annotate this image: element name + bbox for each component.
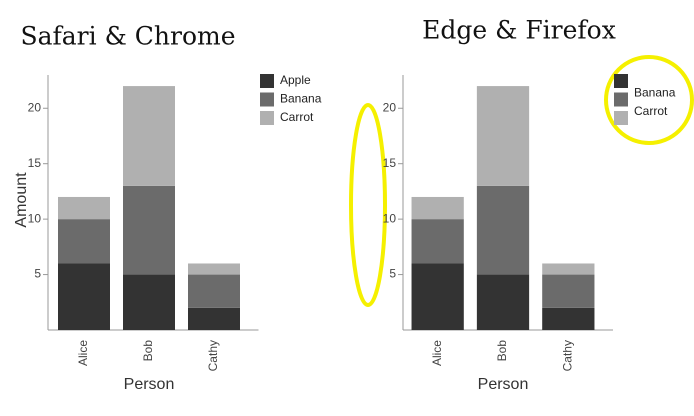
bar-segment [58,196,110,220]
legend-label: Apple [280,73,311,87]
y-tick-label: 15 [28,156,42,170]
x-tick-label: Bob [495,340,509,362]
bar-segment [58,219,110,264]
x-tick-label: Cathy [206,340,220,371]
legend-swatch [614,92,628,107]
legend-swatch [614,111,628,125]
bar-segment [188,274,240,308]
y-tick-label: 10 [28,211,42,225]
x-tick-label: Alice [76,340,90,366]
bar-segment [476,185,530,275]
y-tick-label: 15 [383,156,397,170]
bar-segment [58,263,110,330]
x-tick-label: Alice [430,340,444,366]
bar-segment [188,263,240,275]
chart-title: Edge & Firefox [422,16,616,45]
chart-title: Safari & Chrome [20,22,235,51]
y-tick-label: 20 [383,100,397,114]
legend-label: Carrot [634,104,668,118]
bar-segment [188,307,240,330]
y-tick-label: 20 [28,100,42,114]
bar-segment [542,274,595,308]
x-tick-label: Cathy [561,340,575,371]
x-axis-label: Person [124,376,175,393]
bar-segment [123,274,175,330]
x-axis-label: Person [478,376,529,393]
highlight-circle [604,55,694,145]
y-tick-label: 5 [389,267,396,281]
legend-label: Carrot [280,110,314,124]
bar-segment [476,274,530,330]
bar-segment [542,307,595,330]
bar-segment [542,263,595,275]
bar-segment [411,196,464,220]
legend-label: Banana [280,92,322,106]
highlight-ellipse [349,103,387,307]
bar-segment [123,185,175,275]
y-tick-label: 10 [383,211,397,225]
bar-segment [123,86,175,186]
bar-segment [411,219,464,264]
legend-swatch [260,74,274,88]
bar-segment [411,263,464,330]
bar-segment [476,86,530,186]
legend-swatch [260,92,274,107]
legend-swatch [614,74,628,88]
x-tick-label: Bob [141,340,155,362]
legend-label: Banana [634,86,676,100]
legend-swatch [260,111,274,125]
y-axis-label: Amount [13,172,30,228]
y-tick-label: 5 [34,267,41,281]
